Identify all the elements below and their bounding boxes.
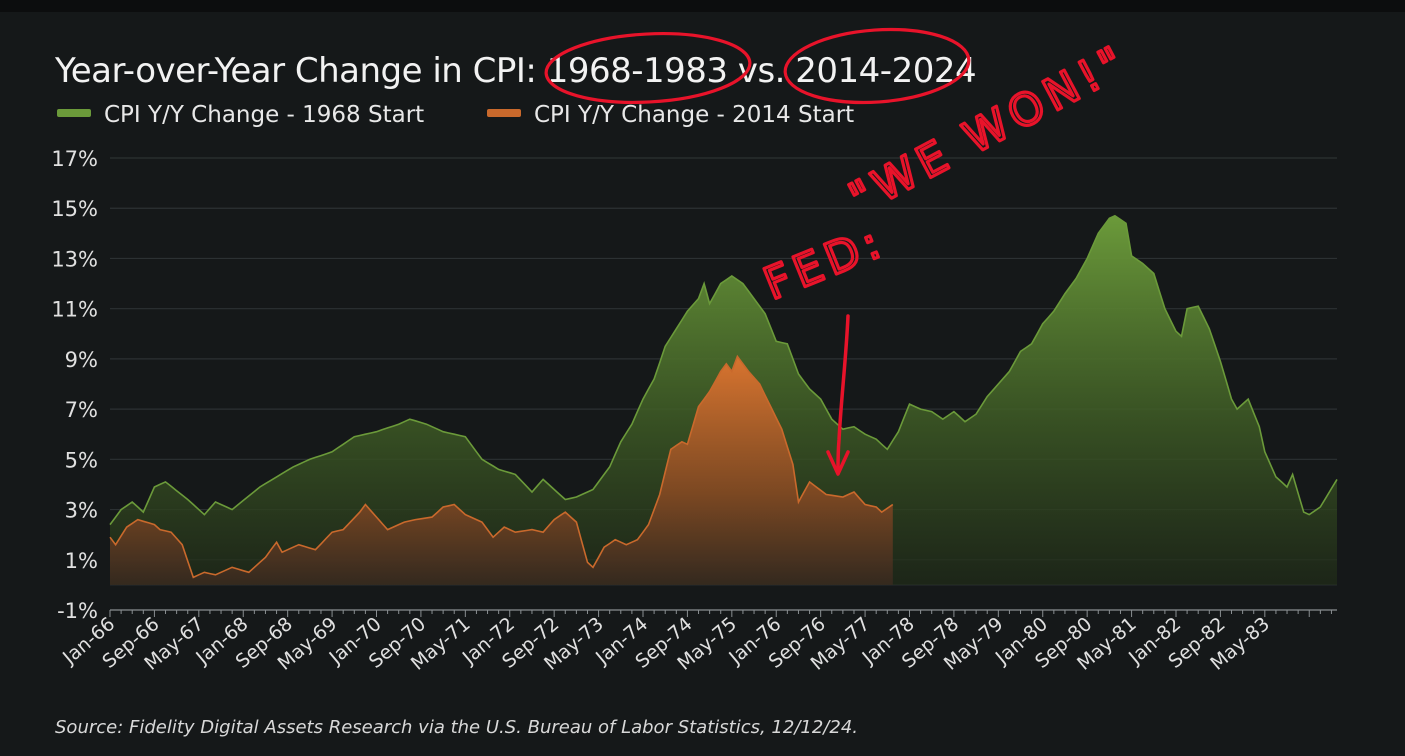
annotation-fed: FED: xyxy=(757,216,893,310)
y-tick-label: 15% xyxy=(51,197,98,221)
series-1968-line xyxy=(109,214,1338,526)
y-tick-label: 3% xyxy=(65,499,98,523)
y-axis-ticks: -1% 1% 3% 5% 7% 9% 11% 13% 15% 17% xyxy=(51,147,98,623)
annotation-arrow-shaft xyxy=(836,314,850,472)
chart-title: Year-over-Year Change in CPI: 1968-1983 … xyxy=(54,51,976,91)
legend-label-1968: CPI Y/Y Change - 1968 Start xyxy=(104,102,424,128)
y-tick-label: 1% xyxy=(65,549,98,573)
y-tick-label: 13% xyxy=(51,247,98,271)
y-tick-label: 17% xyxy=(51,147,98,171)
series-areas xyxy=(109,214,1338,585)
legend-swatch-1968 xyxy=(57,109,91,117)
y-tick-label: -1% xyxy=(57,599,98,623)
annotation-arrowhead xyxy=(826,450,850,476)
legend: CPI Y/Y Change - 1968 Start CPI Y/Y Chan… xyxy=(57,102,854,128)
x-axis-ticks: Jan-66Sep-66May-67Jan-68Sep-68May-69Jan-… xyxy=(58,613,1274,675)
legend-swatch-2014 xyxy=(487,109,521,117)
y-tick-label: 5% xyxy=(65,448,98,472)
top-strip xyxy=(0,0,1405,12)
circle-1968-1983 xyxy=(544,32,752,104)
circle-2014-2024 xyxy=(783,27,971,105)
x-axis xyxy=(109,609,1337,617)
y-tick-label: 9% xyxy=(65,348,98,372)
y-tick-label: 11% xyxy=(51,298,98,322)
y-tick-label: 7% xyxy=(65,398,98,422)
legend-label-2014: CPI Y/Y Change - 2014 Start xyxy=(534,102,854,128)
series-2014-line xyxy=(109,354,894,579)
source-note: Source: Fidelity Digital Assets Research… xyxy=(55,717,858,738)
